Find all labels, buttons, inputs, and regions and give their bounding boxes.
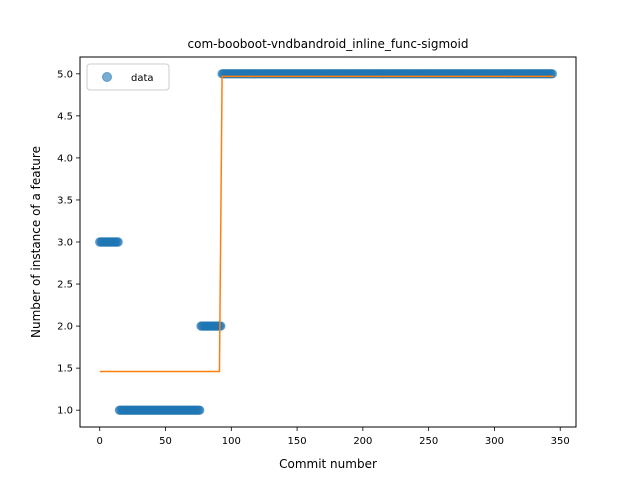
y-tick-label: 5.0 bbox=[57, 69, 73, 80]
plot-area bbox=[95, 69, 558, 415]
y-tick-label: 1.5 bbox=[57, 364, 73, 375]
x-tick-label: 50 bbox=[159, 436, 172, 447]
x-axis-label: Commit number bbox=[279, 457, 377, 471]
chart-title: com-booboot-vndbandroid_inline_func-sigm… bbox=[188, 37, 469, 51]
y-axis: 1.0 1.5 2.0 2.5 3.0 3.5 4.0 4.5 5.0 bbox=[57, 69, 80, 417]
series-fit-line bbox=[99, 75, 554, 373]
y-axis-label: Number of instance of a feature bbox=[29, 146, 43, 338]
x-tick-label: 150 bbox=[288, 436, 307, 447]
y-tick-label: 4.5 bbox=[57, 111, 73, 122]
x-tick-label: 200 bbox=[353, 436, 372, 447]
x-tick-label: 250 bbox=[419, 436, 438, 447]
legend-frame bbox=[86, 63, 170, 91]
y-tick-label: 2.0 bbox=[57, 322, 73, 333]
legend-label-data: data bbox=[131, 73, 154, 84]
y-tick-label: 3.0 bbox=[57, 238, 73, 249]
y-tick-label: 3.5 bbox=[57, 195, 73, 206]
y-tick-label: 4.0 bbox=[57, 153, 73, 164]
x-tick-label: 300 bbox=[485, 436, 504, 447]
x-tick-label: 0 bbox=[97, 436, 103, 447]
y-tick-label: 2.5 bbox=[57, 280, 73, 291]
x-axis: 0 50 100 150 200 250 300 350 bbox=[97, 427, 570, 447]
x-tick-label: 100 bbox=[222, 436, 241, 447]
legend: data bbox=[86, 63, 170, 91]
data-point bbox=[216, 321, 226, 331]
data-point bbox=[195, 405, 205, 415]
x-tick-label: 350 bbox=[551, 436, 570, 447]
y-tick-label: 1.0 bbox=[57, 406, 73, 417]
data-point bbox=[113, 237, 123, 247]
legend-marker-data bbox=[102, 72, 112, 82]
